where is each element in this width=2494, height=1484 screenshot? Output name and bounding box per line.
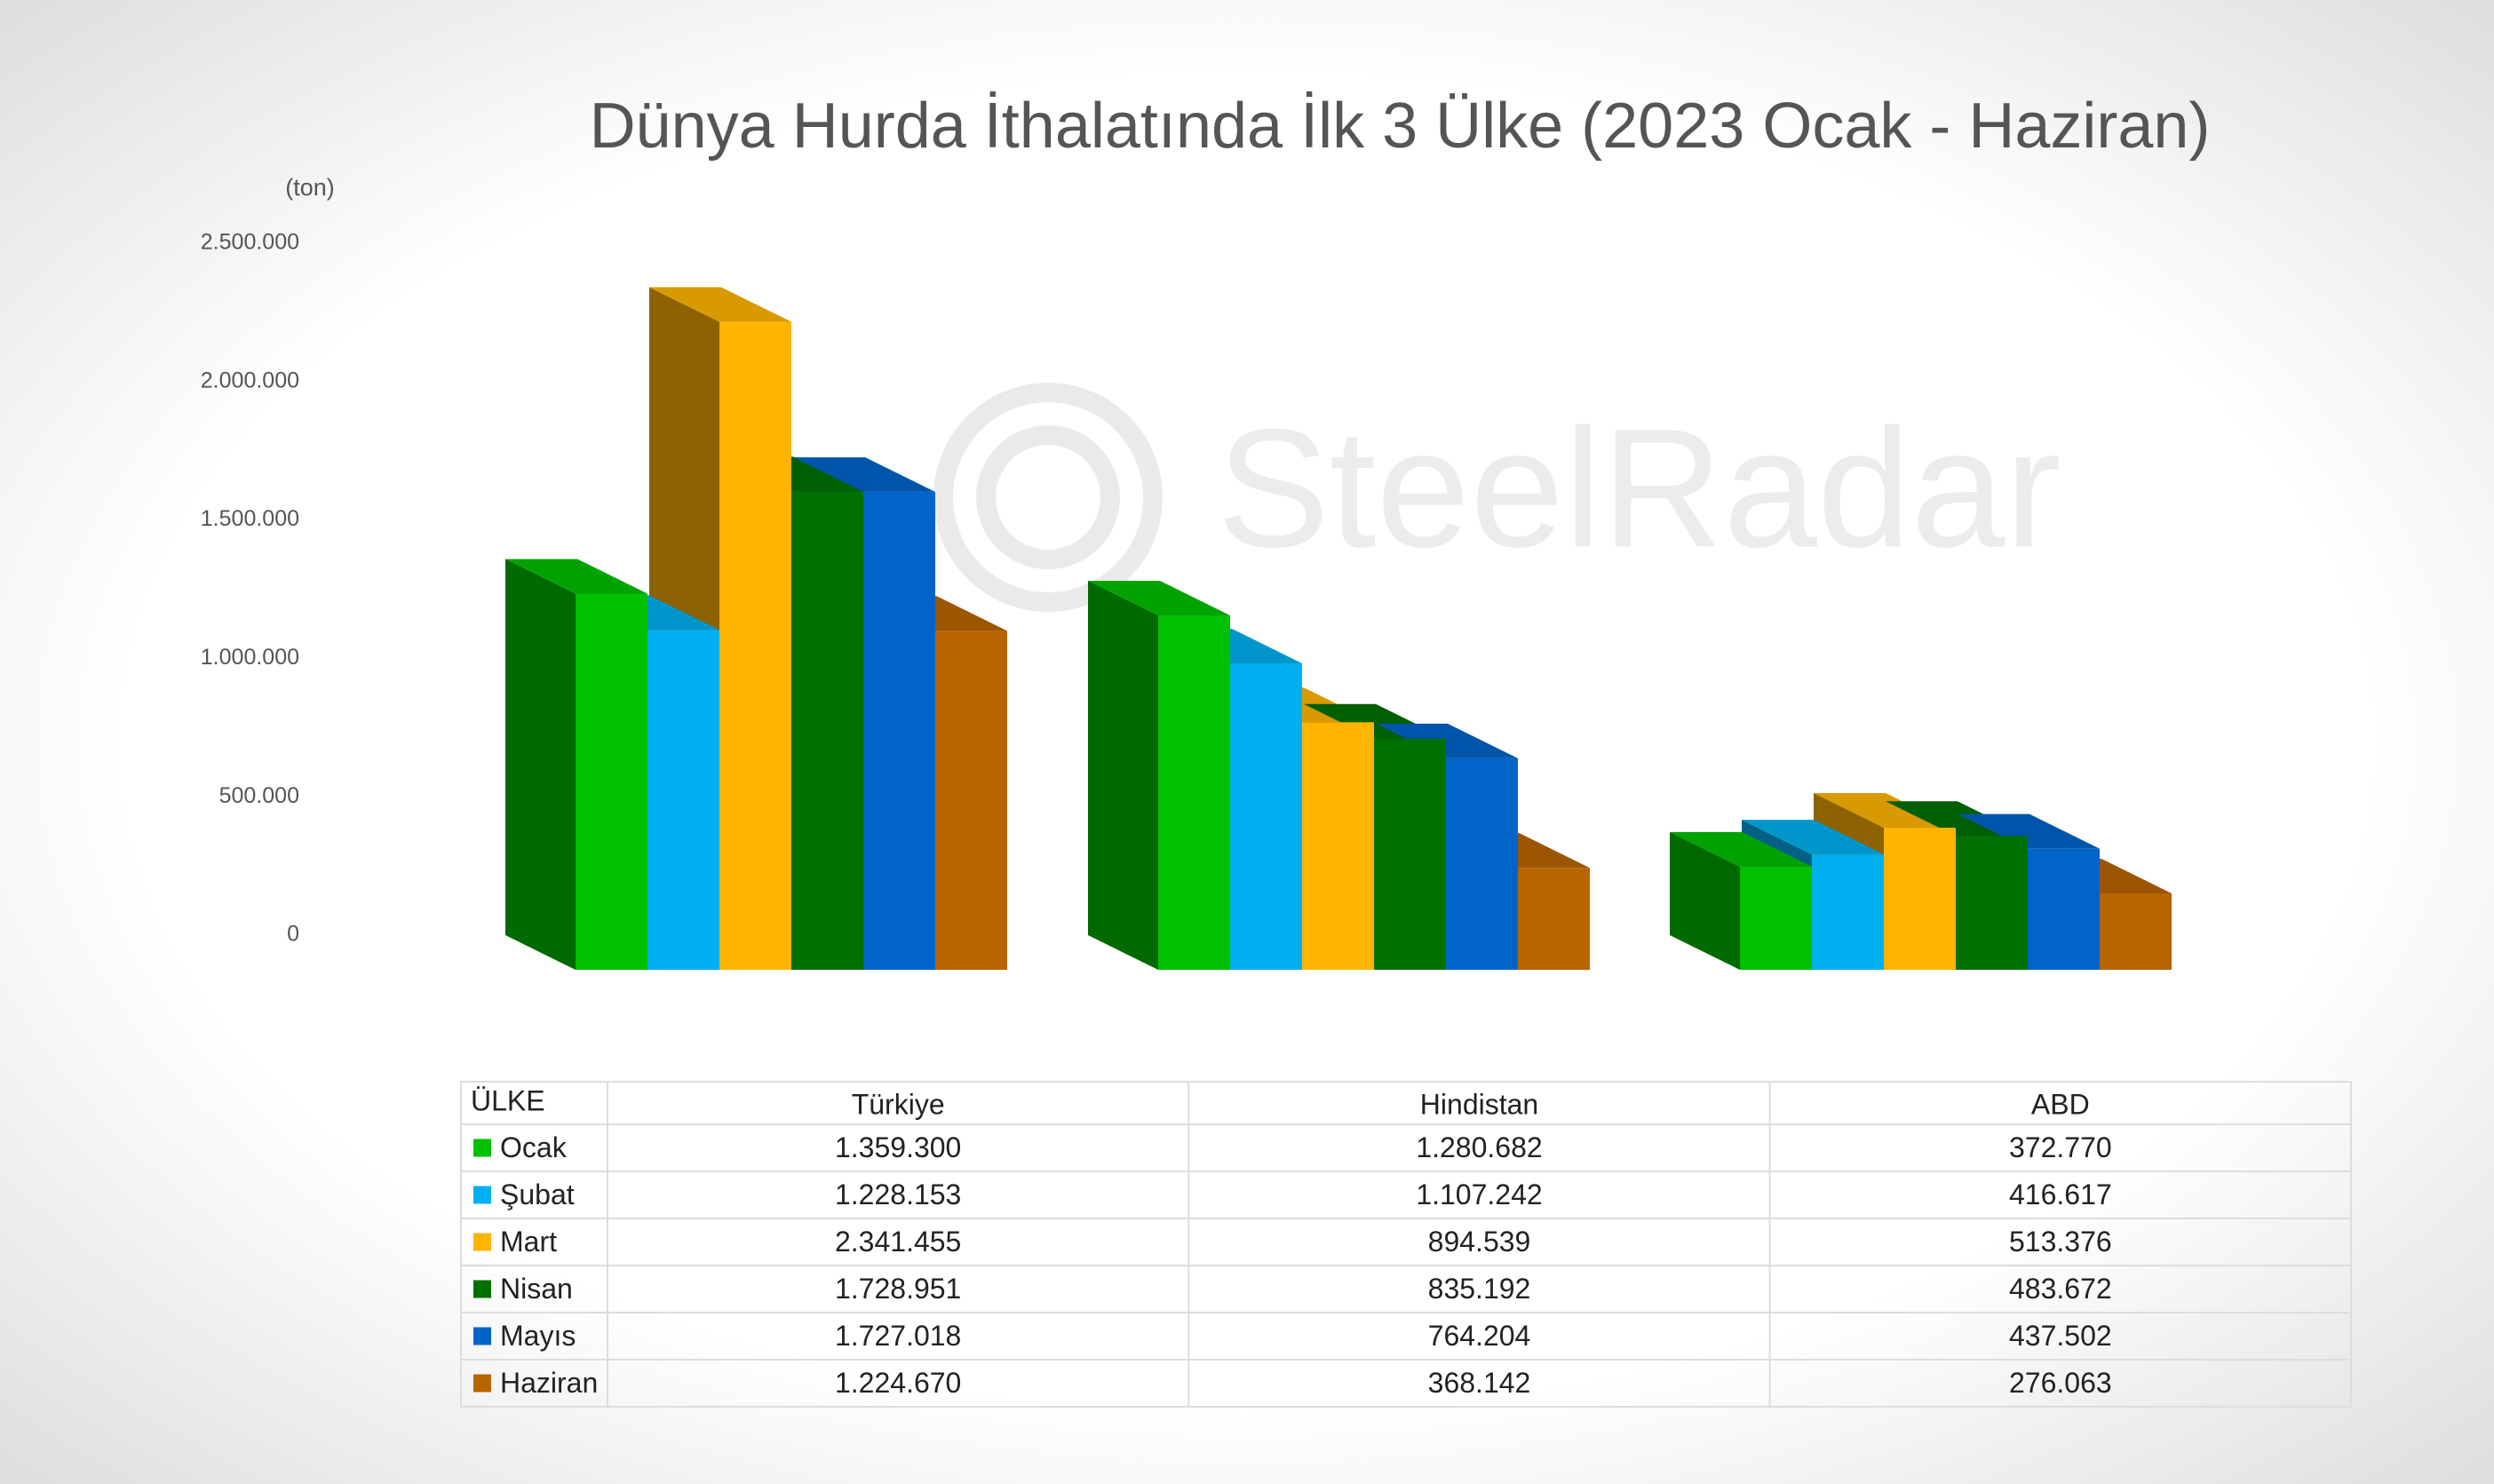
legend-label: Haziran — [500, 1367, 598, 1399]
table-cell: 1.107.242 — [1416, 1178, 1542, 1210]
legend-label: Mayıs — [500, 1320, 576, 1352]
legend-label: Şubat — [500, 1178, 575, 1210]
y-tick-label: 1.000.000 — [201, 645, 299, 670]
table-cell: 372.770 — [2009, 1131, 2112, 1163]
bar-top — [1376, 723, 1518, 758]
bar — [1158, 615, 1230, 970]
table-cell: 835.192 — [1428, 1273, 1531, 1305]
bar — [1812, 854, 1884, 970]
bar-side — [1670, 831, 1740, 970]
bar — [1956, 836, 2028, 970]
table-cell: 513.376 — [2009, 1226, 2112, 1258]
bar — [1518, 868, 1590, 970]
legend-swatch — [473, 1233, 491, 1251]
bar-top — [505, 559, 647, 594]
table-cell: 1.727.018 — [835, 1320, 961, 1352]
bar-side — [1088, 580, 1158, 970]
table-column-header: Hindistan — [1420, 1088, 1538, 1120]
legend-label: Mart — [500, 1226, 557, 1258]
watermark: SteelRadar — [1217, 394, 2061, 583]
legend-swatch — [473, 1374, 491, 1393]
table-cell: 437.502 — [2009, 1320, 2112, 1352]
legend-swatch — [473, 1280, 491, 1298]
table-cell: 1.228.153 — [835, 1178, 961, 1210]
y-tick-label: 500.000 — [219, 783, 299, 808]
table-cell: 1.359.300 — [835, 1131, 961, 1163]
table-cell: 483.672 — [2009, 1273, 2112, 1305]
table-frame — [460, 1081, 2352, 1408]
table-cell: 416.617 — [2009, 1178, 2112, 1210]
legend-label: Ocak — [500, 1131, 568, 1163]
bar-top — [1742, 820, 1884, 855]
table-cell: 2.341.455 — [835, 1226, 961, 1258]
bar-top — [793, 456, 935, 492]
table-cell: 1.280.682 — [1416, 1131, 1542, 1163]
bar — [1230, 663, 1302, 970]
table-cell: 764.204 — [1428, 1320, 1531, 1352]
y-tick-label: 2.000.000 — [201, 368, 299, 393]
bar — [1374, 738, 1446, 970]
table-header: ÜLKE — [471, 1084, 545, 1116]
bar — [791, 491, 863, 970]
bar — [1446, 758, 1518, 970]
table-cell: 1.224.670 — [835, 1367, 961, 1399]
bar — [935, 631, 1007, 970]
legend-swatch — [473, 1139, 491, 1157]
legend-swatch — [473, 1327, 491, 1345]
bar-top — [1088, 580, 1230, 615]
bar-top — [649, 287, 791, 322]
y-tick-label: 0 — [287, 922, 299, 947]
chart-title: Dünya Hurda İthalatında İlk 3 Ülke (2023… — [590, 91, 2211, 162]
bar — [1302, 722, 1374, 970]
y-tick-label: 1.500.000 — [201, 506, 299, 531]
bar-side — [505, 559, 576, 970]
y-axis-label: (ton) — [285, 174, 335, 201]
table-cell: 894.539 — [1428, 1226, 1531, 1258]
watermark-logo — [933, 383, 1163, 612]
bar — [2028, 848, 2100, 970]
bar — [647, 630, 719, 970]
bar-top — [1670, 831, 1812, 867]
table-column-header: ABD — [2031, 1088, 2090, 1120]
y-tick-label: 2.500.000 — [201, 230, 299, 255]
bar — [1740, 866, 1812, 970]
table-cell: 368.142 — [1428, 1367, 1531, 1399]
legend-swatch — [473, 1186, 491, 1204]
bar — [576, 593, 647, 970]
table-cell: 276.063 — [2009, 1367, 2112, 1399]
bar — [719, 321, 791, 971]
bar-top — [1958, 813, 2100, 849]
bar-top — [1814, 793, 1956, 829]
bar — [1884, 828, 1956, 970]
table-cell: 1.728.951 — [835, 1273, 961, 1305]
bar — [863, 491, 935, 970]
legend-label: Nisan — [500, 1273, 573, 1305]
table-column-header: Türkiye — [852, 1088, 945, 1120]
bar — [2100, 893, 2172, 970]
